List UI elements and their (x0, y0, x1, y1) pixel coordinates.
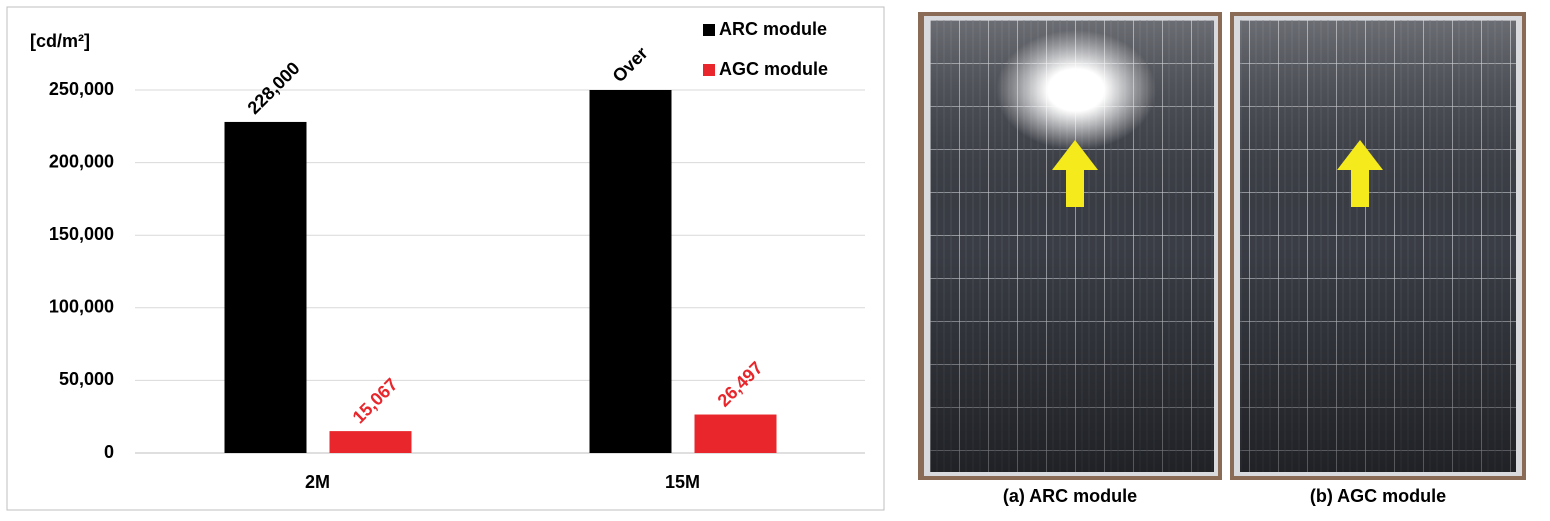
legend-label: AGC module (719, 59, 828, 79)
legend-label: ARC module (719, 19, 827, 39)
y-tick-label: 200,000 (49, 151, 114, 171)
legend-swatch (703, 64, 715, 76)
legend-swatch (703, 24, 715, 36)
bar (329, 431, 412, 453)
y-axis-label: [cd/m²] (30, 31, 90, 51)
y-tick-label: 100,000 (49, 297, 114, 317)
x-tick-label: 2M (305, 472, 330, 492)
y-tick-label: 0 (104, 442, 114, 462)
photo-a (918, 12, 1222, 480)
bar (224, 121, 307, 453)
bar (694, 414, 777, 453)
photo-caption: (b) AGC module (1310, 486, 1446, 506)
photo-caption: (a) ARC module (1003, 486, 1137, 506)
photo-b (1230, 12, 1526, 480)
x-tick-label: 15M (665, 472, 700, 492)
y-tick-label: 250,000 (49, 79, 114, 99)
y-tick-label: 50,000 (59, 369, 114, 389)
bar (589, 90, 672, 453)
y-tick-label: 150,000 (49, 224, 114, 244)
